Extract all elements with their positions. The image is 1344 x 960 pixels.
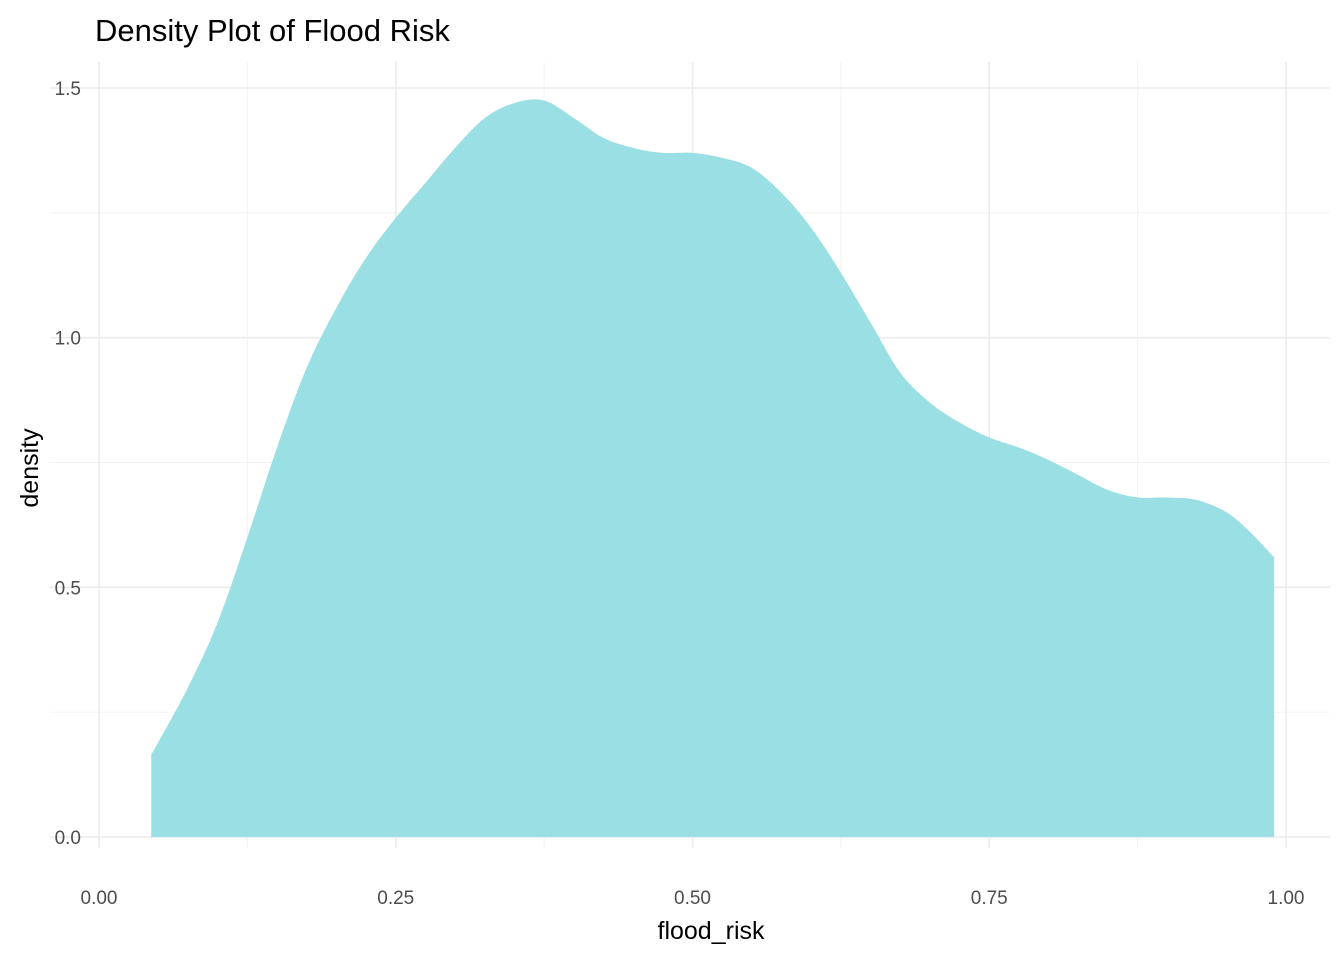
x-axis-ticks: 0.00 0.25 0.50 0.75 1.00 xyxy=(81,888,1305,909)
y-axis-ticks: 0.0 0.5 1.0 1.5 xyxy=(55,79,81,849)
x-tick-label: 0.25 xyxy=(377,888,414,909)
y-tick-label: 1.0 xyxy=(55,329,81,350)
x-tick-label: 1.00 xyxy=(1268,888,1305,909)
y-tick-label: 0.0 xyxy=(55,828,81,849)
x-tick-label: 0.00 xyxy=(81,888,118,909)
y-tick-label: 0.5 xyxy=(55,578,81,599)
x-axis-label: flood_risk xyxy=(658,917,765,945)
density-area xyxy=(151,99,1275,838)
chart-title: Density Plot of Flood Risk xyxy=(95,13,450,48)
x-tick-label: 0.75 xyxy=(971,888,1008,909)
y-axis-label: density xyxy=(16,428,44,508)
x-tick-label: 0.50 xyxy=(674,888,711,909)
y-tick-label: 1.5 xyxy=(55,79,81,100)
